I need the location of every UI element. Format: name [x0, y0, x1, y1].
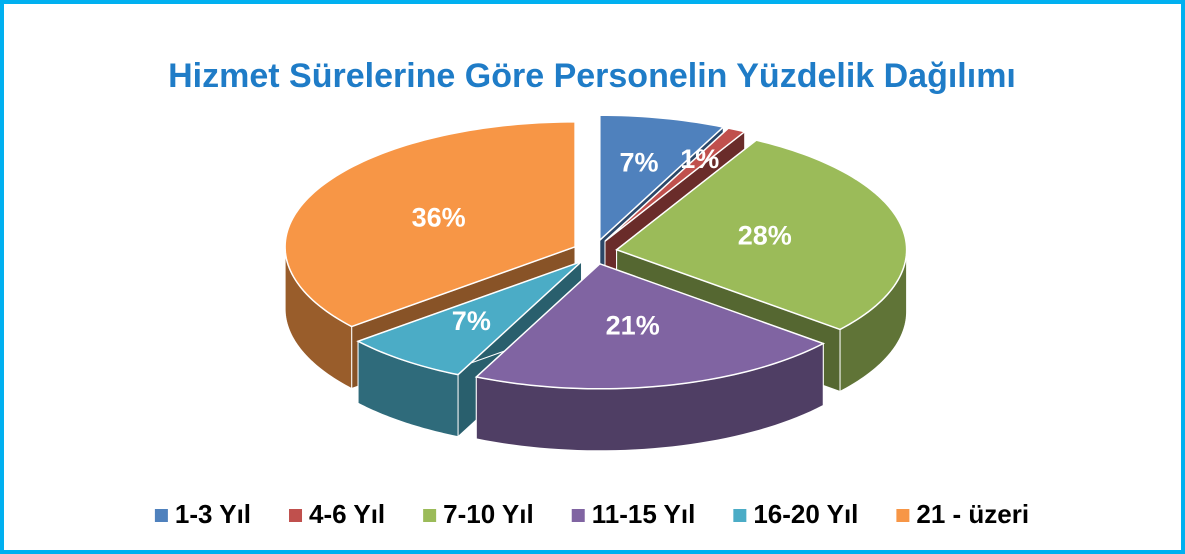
chart-title: Hizmet Sürelerine Göre Personelin Yüzdel… [168, 57, 1016, 95]
slice-top [474, 262, 826, 390]
data-label: 21% [606, 310, 660, 340]
data-label: 7% [620, 148, 659, 178]
legend-label: 11-15 Yıl [592, 499, 696, 529]
legend-swatch [154, 509, 168, 522]
data-label: 7% [452, 306, 491, 336]
legend-swatch [423, 509, 437, 522]
data-label: 1% [680, 144, 719, 174]
data-label: 28% [738, 221, 792, 251]
slice-top [284, 121, 576, 328]
slice-top [599, 114, 725, 242]
slice-top [615, 139, 908, 331]
legend-swatch [571, 509, 585, 522]
legend-label: 4-6 Yıl [309, 499, 385, 529]
legend-label: 16-20 Yıl [753, 499, 858, 529]
data-label: 36% [412, 202, 466, 232]
legend-swatch [896, 509, 910, 522]
slice-top [356, 260, 583, 376]
slice [474, 262, 826, 452]
slice-top [604, 127, 747, 242]
legend-label: 7-10 Yıl [443, 499, 534, 529]
legend-label: 21 - üzeri [916, 499, 1029, 529]
legend-swatch [733, 509, 747, 522]
legend-label: 1-3 Yıl [175, 499, 251, 529]
legend-swatch [289, 509, 303, 522]
